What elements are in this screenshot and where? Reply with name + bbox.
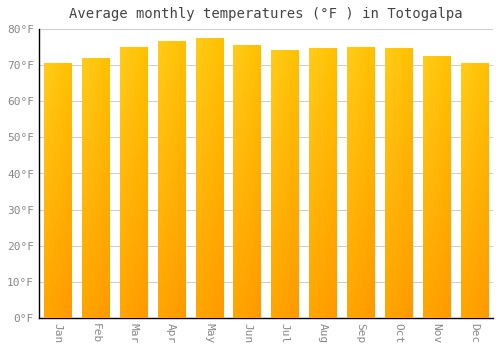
Bar	[347, 47, 374, 318]
Bar	[271, 51, 298, 318]
Bar	[82, 58, 109, 318]
Bar	[158, 42, 185, 318]
Bar	[120, 47, 147, 318]
Bar	[234, 45, 260, 318]
Bar	[44, 63, 72, 318]
Title: Average monthly temperatures (°F ) in Totogalpa: Average monthly temperatures (°F ) in To…	[69, 7, 462, 21]
Bar	[309, 49, 336, 318]
Bar	[385, 49, 412, 318]
Bar	[460, 63, 488, 318]
Bar	[196, 38, 223, 318]
Bar	[422, 56, 450, 318]
